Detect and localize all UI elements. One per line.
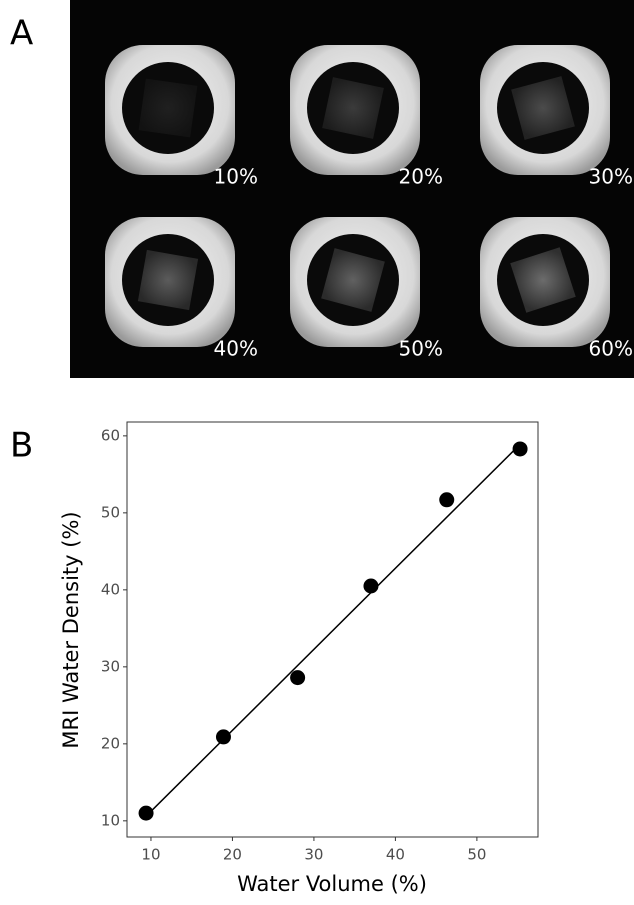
y-tick-label: 10 bbox=[101, 811, 120, 829]
data-point bbox=[439, 492, 454, 507]
fit-line bbox=[146, 444, 520, 816]
sample-label: 60% bbox=[589, 337, 633, 361]
y-tick-label: 20 bbox=[101, 734, 120, 752]
x-tick-label: 50 bbox=[467, 846, 486, 864]
data-point bbox=[513, 441, 528, 456]
x-tick-label: 30 bbox=[304, 846, 323, 864]
data-point bbox=[290, 670, 305, 685]
y-tick-label: 60 bbox=[101, 426, 120, 444]
sample-label: 20% bbox=[399, 165, 443, 189]
y-tick-label: 30 bbox=[101, 657, 120, 675]
sample bbox=[139, 79, 198, 138]
panel-label: A bbox=[10, 14, 33, 54]
sample-label: 10% bbox=[214, 165, 258, 189]
x-tick-label: 40 bbox=[386, 846, 405, 864]
page: {"panel_a": {"label": "A", "sample_label… bbox=[0, 0, 634, 901]
sample bbox=[138, 250, 198, 310]
panel-label: B bbox=[10, 426, 33, 466]
x-axis-label: Water Volume (%) bbox=[237, 872, 427, 896]
sample-label: 30% bbox=[589, 165, 633, 189]
data-point bbox=[363, 578, 378, 593]
sample-label: 50% bbox=[399, 337, 443, 361]
data-point bbox=[139, 806, 154, 821]
figure: 10%20%30%40%50%60% A B Water Volume (%) … bbox=[0, 0, 634, 901]
sample-label: 40% bbox=[214, 337, 258, 361]
data-point bbox=[216, 729, 231, 744]
x-tick-label: 10 bbox=[141, 846, 160, 864]
sample bbox=[322, 77, 384, 139]
x-tick-label: 20 bbox=[223, 846, 242, 864]
y-axis-label: MRI Water Density (%) bbox=[59, 511, 83, 748]
y-tick-label: 40 bbox=[101, 580, 120, 598]
y-tick-label: 50 bbox=[101, 503, 120, 521]
